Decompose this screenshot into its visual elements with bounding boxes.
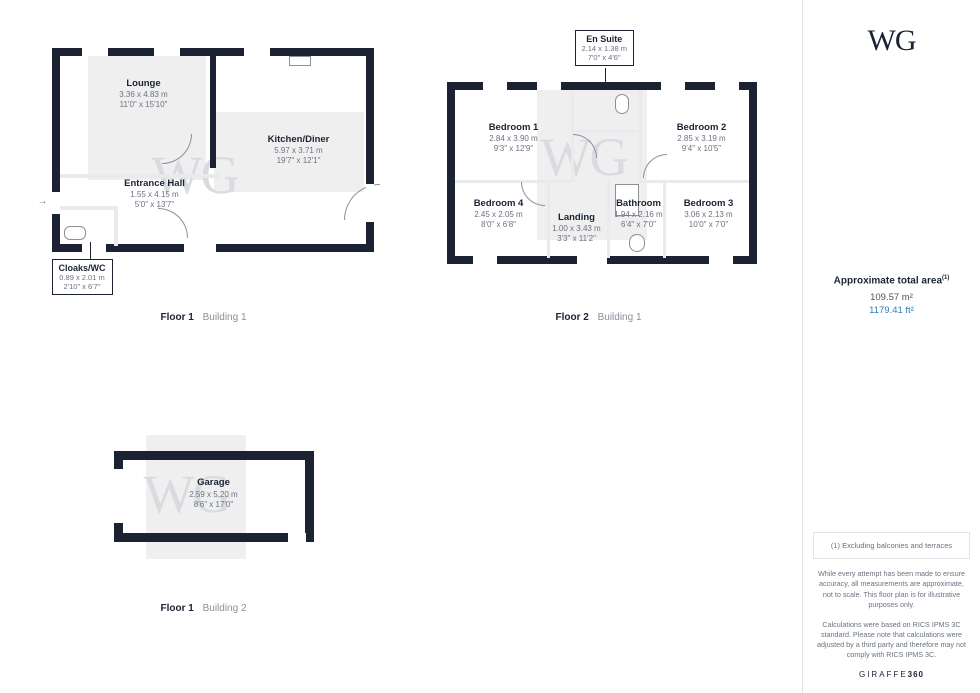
callout-cloaks: Cloaks/WC 0.89 x 2.01 m 2'10" x 6'7" (52, 259, 113, 295)
room-name: Lounge (94, 78, 194, 90)
logo-text: WG (868, 24, 916, 58)
disclaimer-1: While every attempt has been made to ens… (813, 569, 970, 609)
area-block: Approximate total area(1) 109.57 m² 1179… (834, 275, 950, 316)
floorplan-garage: WG Garage 2.59 x 5.20 m 8'6" x 17'0" (74, 415, 334, 595)
caption-floor2-b1: Floor 2 Building 1 (555, 312, 641, 323)
room-dim-m: 5.97 x 3.71 m (244, 146, 354, 156)
plans-grid: WG (0, 0, 802, 693)
room-dim-ft: 19'7" x 12'1" (244, 156, 354, 166)
room-dim-m: 1.55 x 4.15 m (110, 190, 200, 200)
area-ft2: 1179.41 ft² (834, 305, 950, 316)
plan-cell-floor1-b1: WG (6, 10, 401, 347)
floorplan-floor1-b1: WG (34, 34, 374, 284)
floorplan-floor2-b1: WG En Suite 2.14 x 1.38 m 7'0" x 4'6" (429, 34, 769, 284)
disclaimer-2: Calculations were based on RICS IPMS 3C … (813, 620, 970, 660)
plan-cell-floor1-b2: WG Garage 2.59 x 5.20 m 8'6" x 17'0" Flo… (6, 347, 401, 684)
room-dim-ft: 11'0" x 15'10" (94, 100, 194, 110)
entry-arrow-icon: → (38, 196, 48, 207)
area-title: Approximate total area(1) (834, 275, 950, 286)
caption-floor1-b2: Floor 1 Building 2 (160, 603, 246, 614)
info-sidebar: WG Approximate total area(1) 109.57 m² 1… (802, 0, 980, 693)
room-dim-ft: 5'0" x 13'7" (110, 200, 200, 210)
caption-floor1-b1: Floor 1 Building 1 (160, 312, 246, 323)
brand: GIRAFFE360 (859, 670, 924, 679)
callout-ensuite: En Suite 2.14 x 1.38 m 7'0" x 4'6" (575, 30, 634, 66)
footnote: (1) Excluding balconies and terraces (813, 532, 970, 559)
plan-cell-empty (401, 347, 796, 684)
room-name: Entrance Hall (110, 178, 200, 190)
room-name: Kitchen/Diner (244, 134, 354, 146)
plan-cell-floor2-b1: WG En Suite 2.14 x 1.38 m 7'0" x 4'6" (401, 10, 796, 347)
room-dim-m: 3.36 x 4.83 m (94, 90, 194, 100)
area-m2: 109.57 m² (834, 292, 950, 303)
